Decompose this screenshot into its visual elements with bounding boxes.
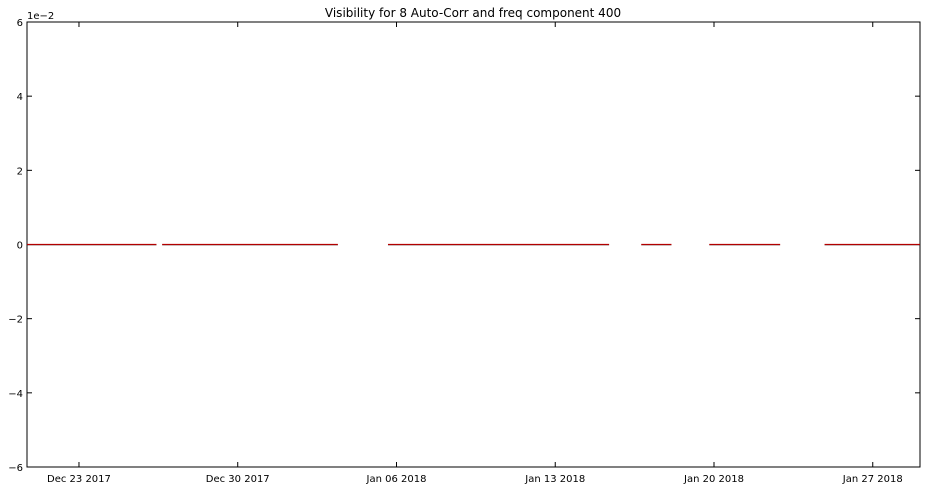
y-tick-label: 2 [17,166,23,177]
tick-labels: −6 −4 −2 0 2 4 6 Dec 23 2017 Dec 30 2017 Jan 06 2… [8,18,902,485]
x-tick-label: Jan 20 2018 [683,474,744,485]
x-tick-label: Dec 30 2017 [206,474,270,485]
x-tick-label: Dec 23 2017 [47,474,111,485]
y-scale-label: 1e−2 [27,11,54,22]
series-layer [27,243,920,246]
y-tick-label: −6 [8,463,23,474]
x-tick-label: Jan 27 2018 [842,474,903,485]
axis-ticks [27,21,920,468]
x-tick-label: Jan 13 2018 [524,474,585,485]
x-tick-label: Jan 06 2018 [366,474,427,485]
y-tick-label: −2 [8,315,23,326]
y-tick-label: 6 [17,18,23,29]
y-tick-label: 0 [17,241,23,252]
y-tick-label: −4 [8,389,23,400]
chart-title: Visibility for 8 Auto-Corr and freq comp… [325,6,621,20]
y-tick-label: 4 [17,92,23,103]
